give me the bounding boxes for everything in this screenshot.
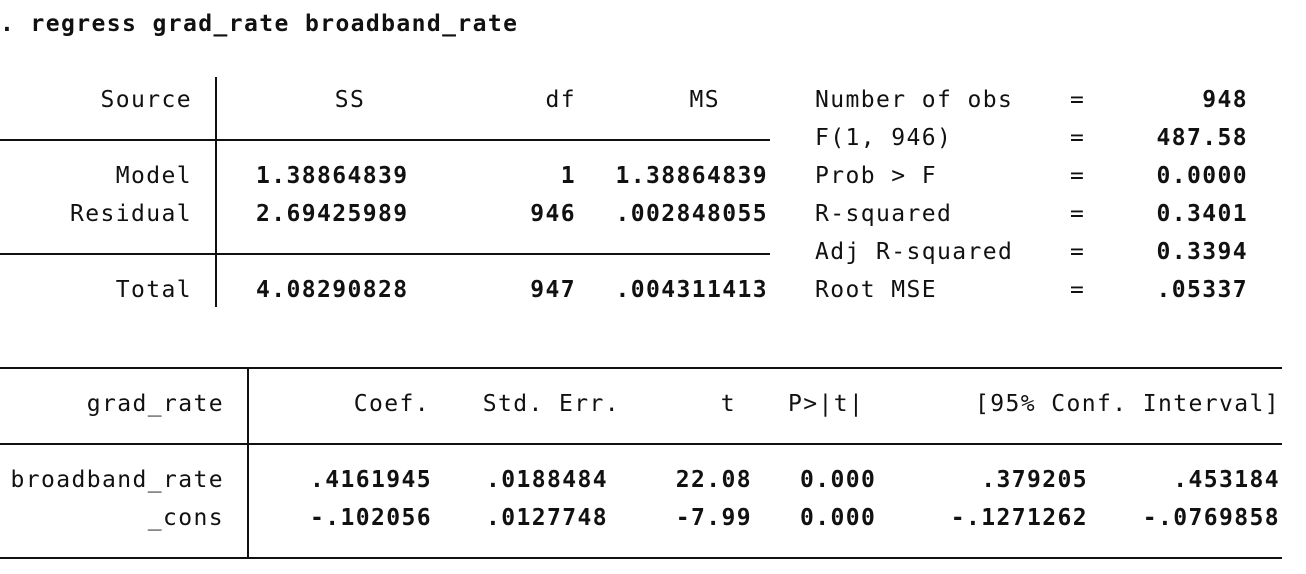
ci-lower: -.1271262 (950, 505, 1088, 531)
ss-value: 4.08290828 (256, 277, 409, 303)
stat-label: Adj R-squared (815, 239, 1014, 265)
stat-value: 0.3394 (1156, 239, 1248, 265)
ss-value: 1.38864839 (256, 163, 409, 189)
stat-label: F(1, 946) (815, 125, 953, 151)
stat-value: .05337 (1156, 277, 1248, 303)
stat-equals: = (1070, 125, 1086, 151)
ms-value: .004311413 (615, 277, 768, 303)
stat-equals: = (1070, 201, 1086, 227)
coef-bottom-rule (0, 557, 1282, 559)
coef-value: .4161945 (310, 467, 432, 493)
stat-label: Number of obs (815, 87, 1014, 113)
df-value: 1 (560, 163, 576, 189)
anova-header-ms: MS (689, 87, 720, 113)
stat-value: 487.58 (1156, 125, 1248, 151)
source-label: Residual (70, 201, 192, 227)
stat-equals: = (1070, 87, 1086, 113)
source-label: Model (115, 163, 192, 189)
stat-equals: = (1070, 277, 1086, 303)
coef-header-ci: [95% Conf. Interval] (975, 391, 1280, 417)
command-line: . regress grad_rate broadband_rate (0, 11, 519, 37)
stat-equals: = (1070, 239, 1086, 265)
coef-value: -.102056 (310, 505, 432, 531)
stat-value: 948 (1202, 87, 1248, 113)
ci-upper: -.0769858 (1142, 505, 1280, 531)
ms-value: 1.38864839 (615, 163, 768, 189)
p-value: 0.000 (800, 467, 877, 493)
anova-header-df: df (545, 87, 576, 113)
stat-label: Prob > F (815, 163, 937, 189)
t-value: -7.99 (675, 505, 752, 531)
anova-header-source: Source (100, 87, 192, 113)
stat-label: Root MSE (815, 277, 937, 303)
coef-column-rule (247, 367, 249, 558)
se-value: .0188484 (486, 467, 608, 493)
stat-equals: = (1070, 163, 1086, 189)
coef-header-p: P>|t| (788, 391, 865, 417)
coef-top-rule (0, 367, 1282, 369)
anova-column-rule (215, 77, 217, 307)
coef-header-se: Std. Err. (482, 391, 620, 417)
coef-header-rule (0, 443, 1282, 445)
se-value: .0127748 (486, 505, 608, 531)
ms-value: .002848055 (615, 201, 768, 227)
var-name: _cons (147, 505, 224, 531)
stat-label: R-squared (815, 201, 953, 227)
stat-value: 0.3401 (1156, 201, 1248, 227)
stat-value: 0.0000 (1156, 163, 1248, 189)
anova-header-ss: SS (334, 87, 366, 113)
p-value: 0.000 (800, 505, 877, 531)
anova-total-rule (0, 253, 770, 255)
var-name: broadband_rate (10, 467, 224, 493)
coef-header-t: t (720, 391, 736, 417)
t-value: 22.08 (675, 467, 752, 493)
coef-header-var: grad_rate (86, 391, 224, 417)
coef-header-coef: Coef. (353, 391, 430, 417)
ci-upper: .453184 (1173, 467, 1280, 493)
df-value: 946 (530, 201, 576, 227)
ss-value: 2.69425989 (256, 201, 409, 227)
anova-header-rule (0, 139, 770, 141)
source-label: Total (115, 277, 192, 303)
ci-lower: .379205 (981, 467, 1088, 493)
df-value: 947 (530, 277, 576, 303)
